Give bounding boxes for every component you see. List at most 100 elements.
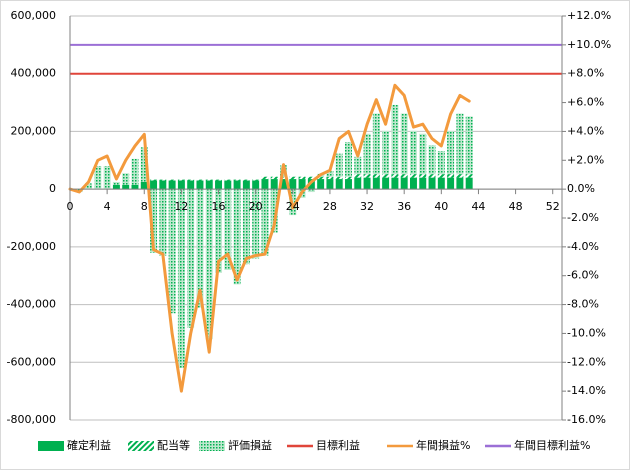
x-tick-label: 16 xyxy=(212,200,226,213)
bar xyxy=(150,189,158,253)
bar xyxy=(382,174,390,178)
bar xyxy=(112,184,120,190)
bar xyxy=(307,176,315,180)
bar xyxy=(345,142,352,177)
bar xyxy=(447,130,455,175)
y2-tick-label: -4.0% xyxy=(567,240,599,253)
bar xyxy=(150,179,158,181)
bar xyxy=(252,180,260,190)
x-tick-label: 28 xyxy=(323,200,337,213)
bar xyxy=(196,179,204,181)
bar xyxy=(270,189,278,233)
bar xyxy=(335,179,343,190)
bar xyxy=(242,189,250,265)
bar xyxy=(409,177,417,190)
x-tick-label: 32 xyxy=(360,200,374,213)
bar xyxy=(233,180,241,190)
bar xyxy=(112,181,120,185)
bar xyxy=(447,177,455,190)
bar xyxy=(261,176,269,180)
lines xyxy=(68,43,562,393)
bar xyxy=(345,179,352,190)
y-tick-label: -200,000 xyxy=(7,240,56,253)
x-tick-label: 36 xyxy=(397,200,411,213)
bar xyxy=(456,177,464,190)
bar xyxy=(465,116,473,175)
bar xyxy=(437,177,445,190)
x-tick-label: 8 xyxy=(141,200,148,213)
legend-swatch xyxy=(38,441,64,451)
bar xyxy=(400,113,408,175)
x-tick-label: 0 xyxy=(67,200,74,213)
legend-label: 配当等 xyxy=(157,438,190,452)
bar xyxy=(409,174,417,178)
y-tick-label: 200,000 xyxy=(11,124,57,137)
y2-tick-label: -2.0% xyxy=(567,211,599,224)
bar xyxy=(168,179,176,181)
bar xyxy=(419,174,427,178)
legend-label: 目標利益 xyxy=(316,438,360,452)
bar xyxy=(177,180,185,190)
bar xyxy=(205,189,213,340)
y2-tick-label: +8.0% xyxy=(567,67,604,80)
bar xyxy=(456,113,464,175)
x-tick-label: 40 xyxy=(434,200,448,213)
bar xyxy=(428,174,436,178)
bar xyxy=(372,174,380,178)
bar xyxy=(187,189,195,328)
bar xyxy=(215,189,223,273)
bar xyxy=(187,179,195,181)
bar xyxy=(326,179,334,190)
bar xyxy=(326,176,334,180)
bar xyxy=(205,180,213,190)
bar xyxy=(326,170,334,177)
legend-swatch xyxy=(199,441,225,451)
bar xyxy=(456,174,464,178)
x-tick-label: 24 xyxy=(286,200,300,213)
bar xyxy=(196,189,204,308)
y2-tick-label: +6.0% xyxy=(567,96,604,109)
bar xyxy=(261,189,269,256)
legend-label: 確定利益 xyxy=(67,438,111,452)
bar xyxy=(317,179,325,190)
y-tick-label: -400,000 xyxy=(7,298,56,311)
bar xyxy=(270,176,278,180)
bar xyxy=(391,104,399,175)
bar xyxy=(215,179,223,181)
y2-tick-label: -10.0% xyxy=(567,326,606,339)
bar xyxy=(233,179,241,181)
bar xyxy=(363,174,371,178)
legend: 確定利益 配当等 評価損益 目標利益 年間損益% 年間目標利益% xyxy=(38,438,590,452)
bar xyxy=(233,189,241,285)
bar xyxy=(354,156,362,175)
bar xyxy=(196,180,204,190)
bar xyxy=(382,177,390,190)
bar xyxy=(85,183,93,190)
x-tick-label: 12 xyxy=(174,200,188,213)
y2-tick-label: +4.0% xyxy=(567,124,604,137)
legend-label: 年間目標利益% xyxy=(514,438,590,452)
bar xyxy=(140,147,148,182)
bar xyxy=(289,179,297,190)
bar xyxy=(428,177,436,190)
bar xyxy=(307,189,315,193)
bar xyxy=(224,180,232,190)
bar xyxy=(242,180,250,190)
bar xyxy=(289,176,297,180)
x-tick-label: 48 xyxy=(509,200,523,213)
bar xyxy=(298,176,306,180)
bar xyxy=(177,179,185,181)
bar xyxy=(224,189,232,270)
y2-tick-label: +2.0% xyxy=(567,153,604,166)
bar xyxy=(354,177,362,190)
bar xyxy=(317,176,325,180)
y2-tick-label: 0.0% xyxy=(567,182,595,195)
bar xyxy=(419,177,427,190)
bar xyxy=(177,189,185,369)
y-tick-label: 600,000 xyxy=(11,9,57,22)
bar xyxy=(447,174,455,178)
legend-label: 年間損益% xyxy=(416,438,470,452)
bar xyxy=(391,174,399,178)
